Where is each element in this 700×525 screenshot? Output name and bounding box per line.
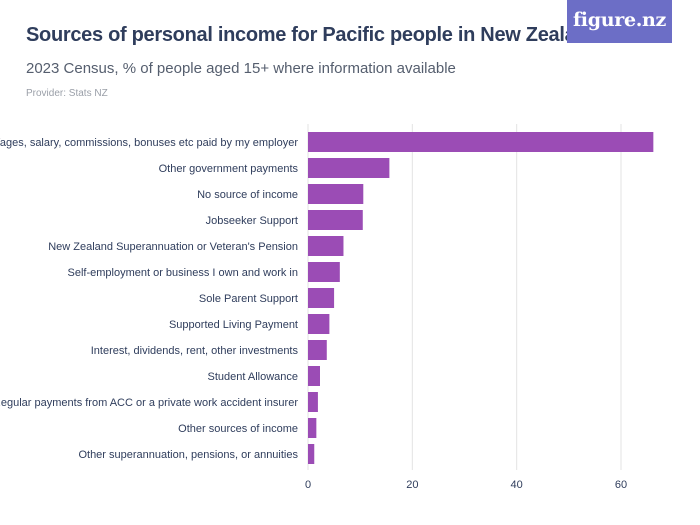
category-label-8: Supported Living Payment (169, 319, 298, 331)
category-label-1: Wages, salary, commissions, bonuses etc … (0, 137, 298, 149)
chart-subtitle: 2023 Census, % of people aged 15+ where … (26, 60, 456, 77)
category-label-9: Interest, dividends, rent, other investm… (91, 345, 299, 357)
x-tick-label-20: 20 (406, 479, 418, 491)
x-tick-label-40: 40 (511, 479, 523, 491)
chart-title: Sources of personal income for Pacific p… (26, 24, 600, 46)
bar-4[interactable] (308, 210, 363, 230)
category-label-4: Jobseeker Support (206, 215, 298, 227)
figure-nz-logo[interactable]: figure.nz (567, 0, 672, 43)
provider-note: Provider: Stats NZ (26, 88, 108, 99)
bar-11[interactable] (308, 392, 318, 412)
x-tick-label-0: 0 (305, 479, 311, 491)
category-label-11: Regular payments from ACC or a private w… (0, 397, 298, 409)
bar-5[interactable] (308, 236, 344, 256)
x-tick-label-60: 60 (615, 479, 627, 491)
bar-10[interactable] (308, 366, 320, 386)
category-label-7: Sole Parent Support (199, 293, 298, 305)
category-label-5: New Zealand Superannuation or Veteran's … (48, 241, 298, 253)
bar-3[interactable] (308, 184, 364, 204)
bar-6[interactable] (308, 262, 340, 282)
category-label-3: No source of income (197, 189, 298, 201)
category-label-12: Other sources of income (178, 423, 298, 435)
bar-7[interactable] (308, 288, 335, 308)
bar-9[interactable] (308, 340, 327, 360)
category-label-13: Other superannuation, pensions, or annui… (78, 449, 298, 461)
category-label-6: Self-employment or business I own and wo… (68, 267, 299, 279)
bar-8[interactable] (308, 314, 330, 334)
category-label-10: Student Allowance (207, 371, 298, 383)
bar-12[interactable] (308, 418, 317, 438)
bar-2[interactable] (308, 158, 390, 178)
bar-1[interactable] (308, 132, 654, 152)
category-label-2: Other government payments (159, 163, 299, 175)
bar-13[interactable] (308, 444, 315, 464)
